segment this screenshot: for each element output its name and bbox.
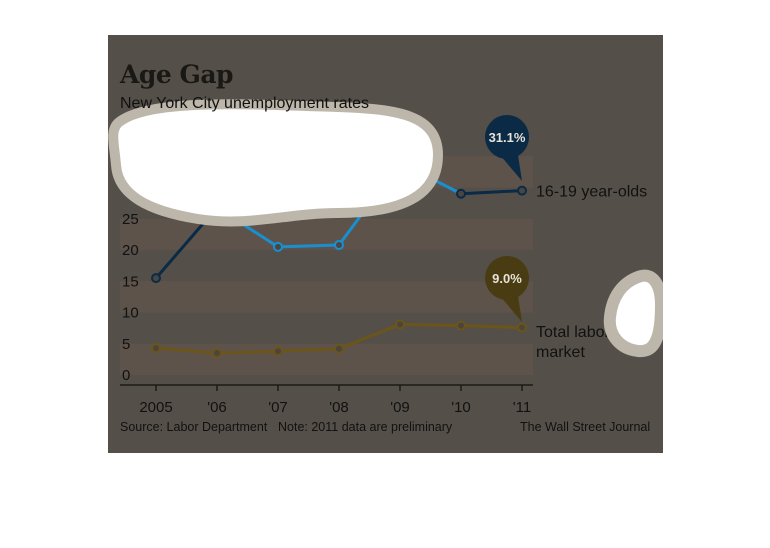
- total-segment: [154, 346, 219, 355]
- total-segment: [398, 322, 463, 328]
- teen-segment: [276, 243, 341, 249]
- y-tick-label: 20: [122, 242, 139, 259]
- teen-point: [517, 185, 527, 196]
- total-point: [517, 322, 527, 333]
- total-point: [273, 346, 283, 357]
- y-tick-label: 10: [122, 305, 139, 322]
- x-tick-marks: [155, 385, 523, 391]
- teen-point: [334, 240, 344, 250]
- x-tick-label: 2005: [139, 399, 172, 416]
- total-segment: [276, 347, 341, 353]
- callout-group: 31.1% 9.0%: [485, 115, 529, 322]
- teen-segment: [459, 189, 524, 196]
- total-point: [212, 348, 222, 359]
- x-tick-label: '11: [513, 399, 531, 416]
- chart-title: Age Gap: [120, 60, 234, 89]
- source-note: Source: Labor Department: [120, 420, 268, 434]
- y-tick-label: 0: [122, 367, 130, 384]
- publisher-credit: The Wall Street Journal: [520, 420, 651, 434]
- teen-point: [151, 273, 161, 284]
- total-series-label: Total labor: [536, 324, 610, 341]
- teen-series-label: 16-19 year-olds: [536, 184, 647, 201]
- total-point: [334, 343, 344, 354]
- total-segment: [337, 322, 402, 351]
- preliminary-note: Note: 2011 data are preliminary: [278, 420, 453, 434]
- y-tick-label: 15: [122, 273, 139, 290]
- total-segment: [459, 324, 524, 329]
- chart-svg: 31.1%9.0% 05101520253035%2005'06'07'08'0…: [108, 99, 663, 416]
- x-tick-label: '09: [390, 399, 410, 416]
- total-point: [151, 343, 161, 354]
- total-point: [395, 319, 405, 330]
- total-point: [456, 320, 466, 331]
- teen-callout-text: 31.1%: [489, 130, 526, 145]
- total-callout-text: 9.0%: [492, 271, 522, 286]
- total-callout-pointer: [500, 296, 522, 322]
- y-tick-label: 25: [122, 211, 139, 228]
- total-segment: [215, 349, 280, 355]
- smudge-large: [108, 99, 443, 227]
- smudge-small: [603, 269, 663, 358]
- total-series-label-2: market: [536, 344, 585, 361]
- x-tick-label: '10: [451, 399, 471, 416]
- y-tick-label: 5: [122, 336, 130, 353]
- x-tick-label: '08: [329, 399, 349, 416]
- x-tick-label: '07: [268, 399, 288, 416]
- chart-figure: 31.1%9.0% 05101520253035%2005'06'07'08'0…: [108, 35, 663, 453]
- teen-point: [273, 241, 283, 252]
- teen-point: [456, 188, 466, 199]
- stripe-band: [120, 281, 533, 313]
- total-callout-bubble: [485, 256, 529, 300]
- teen-callout-bubble: [485, 115, 529, 159]
- teen-callout-pointer: [500, 155, 522, 181]
- chart-subtitle: New York City unemployment rates: [120, 95, 369, 112]
- tick-labels: 05101520253035%2005'06'07'08'09'10'1116-…: [122, 148, 647, 416]
- x-tick-label: '06: [207, 399, 227, 416]
